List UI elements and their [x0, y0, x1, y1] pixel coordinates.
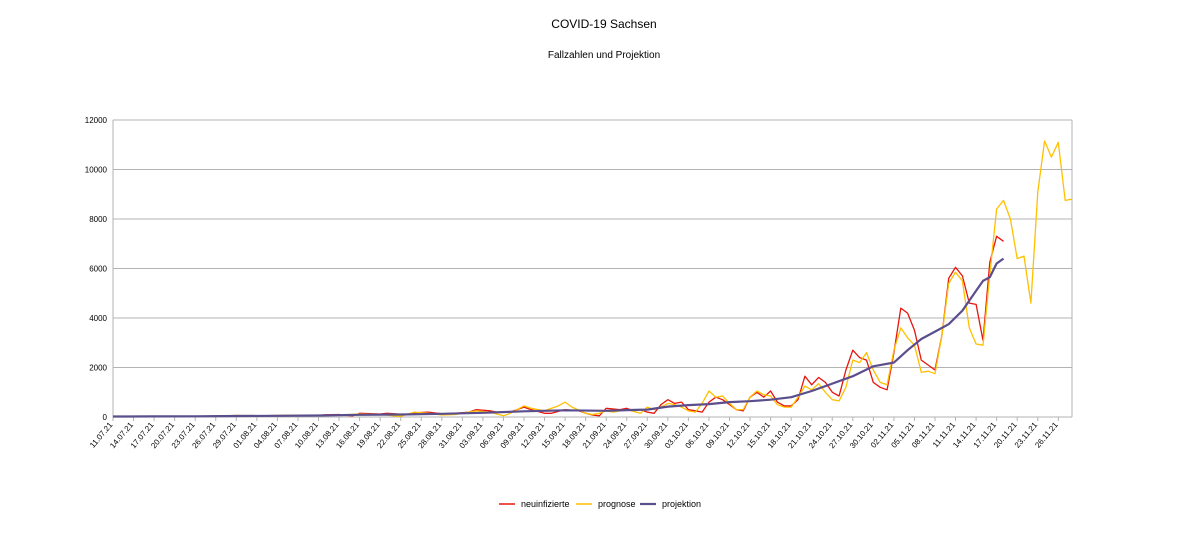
y-tick-label: 0	[103, 413, 108, 422]
y-axis-ticks: 0 2000 4000 6000 8000 10000 12000	[85, 116, 108, 422]
x-tick-label: 26.11.21	[1033, 420, 1060, 450]
y-tick-label: 2000	[89, 364, 107, 373]
legend-label-projektion: projektion	[662, 499, 701, 509]
x-axis-ticks: 11.07.2114.07.2117.07.2120.07.2123.07.21…	[88, 417, 1060, 450]
legend-label-prognose: prognose	[598, 499, 636, 509]
series-lines	[112, 140, 1073, 418]
series-line-projektion	[112, 257, 1005, 418]
legend-label-neuinfizierte: neuinfizierte	[521, 499, 570, 509]
y-tick-label: 12000	[85, 116, 108, 125]
grid-lines	[112, 119, 1073, 418]
chart-subtitle: Fallzahlen und Projektion	[548, 50, 660, 61]
chart-title: COVID-19 Sachsen	[551, 17, 656, 31]
y-tick-label: 4000	[89, 314, 107, 323]
y-tick-label: 6000	[89, 265, 107, 274]
legend: neuinfizierte prognose projektion	[499, 499, 701, 509]
y-tick-label: 10000	[85, 166, 108, 175]
series-line-prognose	[112, 140, 1073, 418]
y-tick-label: 8000	[89, 215, 107, 224]
series-line-neuinfizierte	[112, 235, 1004, 418]
